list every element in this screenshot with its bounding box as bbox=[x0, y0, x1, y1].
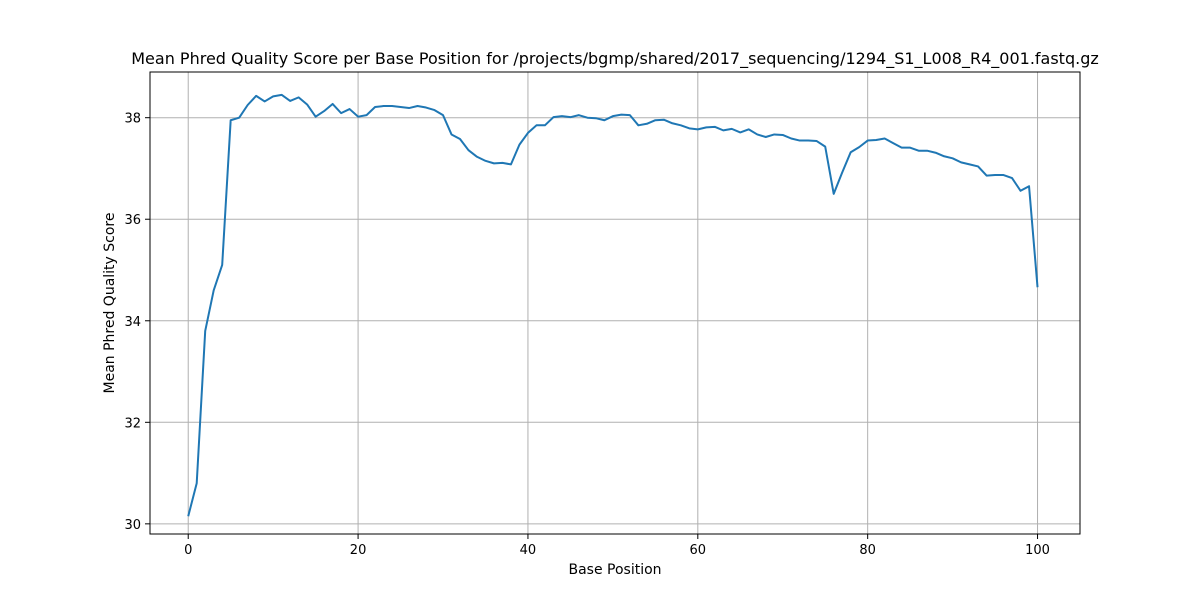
x-tick-label: 40 bbox=[520, 543, 537, 558]
x-tick-label: 100 bbox=[1025, 543, 1050, 558]
series-group bbox=[187, 93, 1039, 517]
y-tick-label: 30 bbox=[124, 518, 141, 533]
x-tick-label: 60 bbox=[690, 543, 707, 558]
chart-title: Mean Phred Quality Score per Base Positi… bbox=[131, 49, 1099, 69]
y-tick-label: 34 bbox=[124, 315, 141, 330]
y-tick-label: 32 bbox=[124, 416, 141, 431]
x-axis-label: Base Position bbox=[568, 562, 661, 578]
x-tick-label: 20 bbox=[350, 543, 367, 558]
y-axis-label: Mean Phred Quality Score bbox=[102, 213, 118, 394]
x-axis-ticks: 0 20 40 60 80 100 bbox=[184, 534, 1050, 558]
plot-frame bbox=[149, 71, 1081, 535]
x-tick-label: 80 bbox=[859, 543, 876, 558]
y-tick-label: 38 bbox=[124, 112, 141, 127]
x-tick-label: 0 bbox=[184, 543, 192, 558]
quality-score-line bbox=[187, 93, 1039, 517]
y-axis-ticks: 30 32 34 36 38 bbox=[124, 112, 150, 533]
y-tick-label: 36 bbox=[124, 213, 141, 228]
grid-lines bbox=[150, 72, 1080, 534]
